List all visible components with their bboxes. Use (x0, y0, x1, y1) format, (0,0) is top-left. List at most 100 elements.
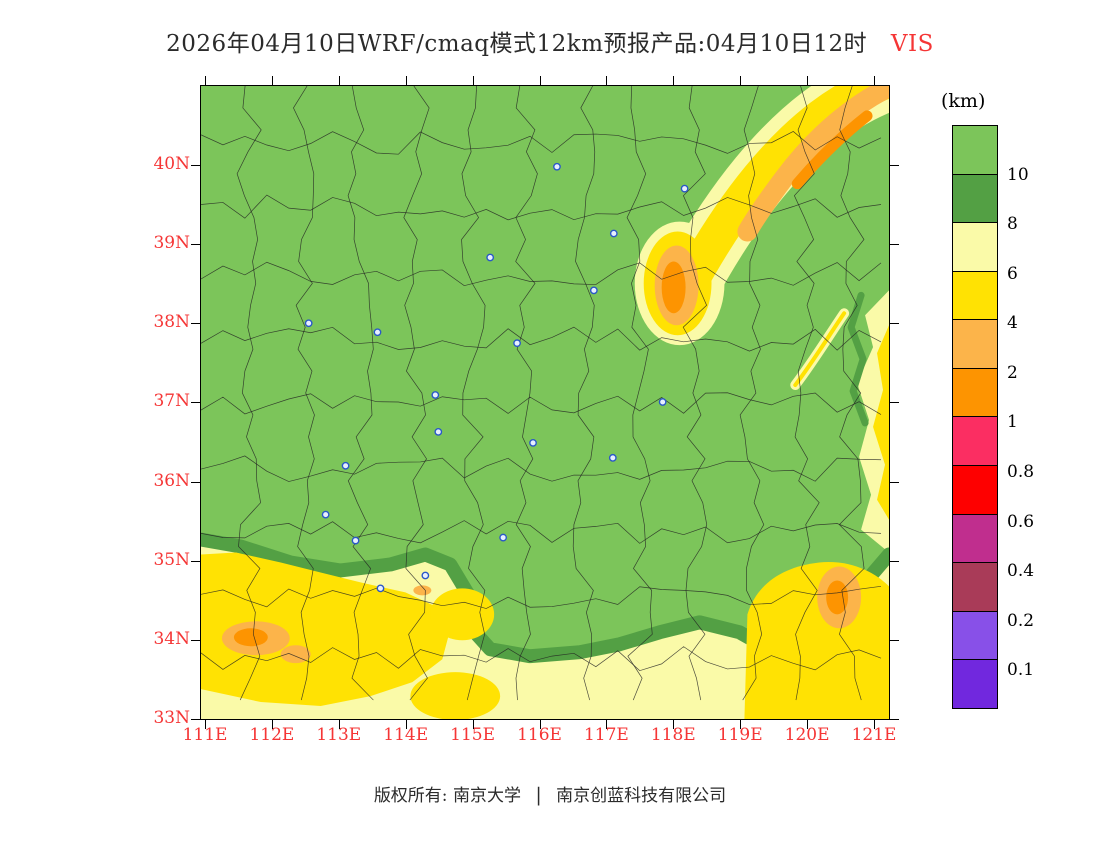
lon-tick-top (205, 76, 206, 85)
lon-tick-top (405, 76, 407, 85)
lat-tick-right (890, 560, 899, 562)
lon-label: 113E (316, 725, 362, 745)
lat-tick-right (890, 639, 899, 641)
admin-boundary (515, 86, 538, 701)
admin-boundary (201, 392, 882, 415)
lon-tick-bottom (740, 720, 742, 729)
lat-tick-left (191, 165, 200, 166)
lon-label: 120E (784, 725, 830, 745)
admin-boundary (201, 455, 882, 482)
lon-label: 115E (450, 725, 496, 745)
lat-tick-right (890, 718, 899, 720)
footer-right: 南京创蓝科技有限公司 (556, 786, 727, 806)
colorbar-tick-label: 1 (1007, 412, 1018, 433)
lat-label: 38N (153, 312, 190, 333)
lat-tick-right (890, 244, 899, 246)
colorbar-tick-label: 0.1 (1007, 660, 1035, 681)
footer-left: 版权所有: 南京大学 (373, 786, 521, 806)
colorbar-tick-label: 10 (1007, 164, 1029, 185)
lon-tick-bottom (606, 720, 608, 729)
colorbar-cell (952, 125, 998, 175)
lon-label: 117E (583, 725, 629, 745)
lon-tick-bottom (338, 720, 340, 729)
lon-tick-bottom (205, 720, 206, 729)
admin-boundary (838, 86, 865, 701)
lon-tick-bottom (271, 720, 273, 729)
southwest-yellow-spur (430, 588, 495, 641)
city-marker (321, 510, 330, 519)
city-marker (373, 328, 382, 337)
northeast-yellow-band (667, 86, 889, 309)
lon-tick-top (874, 76, 875, 85)
admin-boundary (201, 520, 882, 544)
city-marker (513, 339, 521, 348)
city-marker (529, 438, 537, 447)
lon-tick-top (606, 76, 608, 85)
lat-tick-left (191, 323, 200, 325)
south-yellow-patch (410, 672, 501, 719)
east-yellow-region (873, 325, 889, 520)
colorbar-cell (952, 416, 998, 467)
colorbar-cell (952, 465, 998, 515)
city-marker (680, 184, 689, 193)
lon-tick-bottom (405, 720, 407, 729)
footer-divider: | (535, 784, 542, 806)
admin-boundary (739, 86, 765, 701)
southwest-orange-core (233, 628, 268, 647)
admin-boundary (293, 86, 315, 701)
city-marker (421, 571, 430, 580)
admin-boundary (236, 86, 262, 701)
city-markers (304, 162, 689, 593)
lat-tick-left (191, 481, 200, 483)
colorbar-tick-label: 0.4 (1007, 561, 1035, 582)
colorbar-tick-label: 4 (1007, 313, 1018, 334)
city-marker (434, 428, 443, 436)
map-panel (200, 85, 890, 720)
admin-boundaries (201, 86, 882, 701)
plot-variable-label: VIS (890, 31, 934, 57)
lon-label: 121E (851, 725, 897, 745)
admin-boundary (347, 86, 374, 701)
lon-tick-bottom (874, 720, 875, 729)
admin-boundary (201, 194, 882, 221)
city-marker (351, 536, 360, 545)
lat-tick-right (890, 165, 899, 166)
southwest-yellow-region (201, 552, 451, 707)
admin-boundary (461, 86, 486, 701)
colorbar-cell (952, 222, 998, 272)
lon-tick-top (539, 76, 541, 85)
lat-label: 33N (153, 707, 190, 728)
lat-tick-left (191, 244, 200, 246)
northeast-orange-blob (661, 261, 686, 314)
lat-label: 39N (153, 233, 190, 254)
colorbar-cell (952, 513, 998, 564)
lat-tick-left (191, 560, 200, 562)
plot-title-text: 2026年04月10日WRF/cmaq模式12km预报产品:04月10日12时 (166, 31, 868, 57)
plot-title: 2026年04月10日WRF/cmaq模式12km预报产品:04月10日12时 … (0, 24, 1100, 58)
colorbar-tick-label: 8 (1007, 214, 1018, 235)
city-marker (553, 162, 561, 171)
lat-label: 35N (153, 549, 190, 570)
southeast-orange-core (826, 580, 849, 615)
south-amber-dot (413, 585, 432, 596)
colorbar-tick-label: 0.2 (1007, 610, 1035, 631)
city-marker (608, 453, 617, 462)
lon-tick-bottom (472, 720, 474, 729)
admin-boundary (201, 261, 882, 287)
lon-tick-top (673, 76, 675, 85)
lat-tick-left (191, 639, 200, 641)
city-marker (499, 533, 508, 542)
colorbar (952, 125, 998, 720)
copyright-footer: 版权所有: 南京大学 | 南京创蓝科技有限公司 (0, 781, 1100, 806)
admin-boundary (793, 86, 820, 701)
lon-tick-top (338, 76, 340, 85)
city-marker (486, 253, 495, 262)
colorbar-tick-label: 6 (1007, 263, 1018, 284)
lon-tick-top (472, 76, 474, 85)
city-marker (609, 229, 618, 238)
colorbar-cell (952, 319, 998, 369)
lat-tick-right (890, 481, 899, 483)
admin-boundary (201, 585, 882, 609)
admin-boundary (201, 131, 882, 155)
lat-tick-right (890, 402, 899, 404)
